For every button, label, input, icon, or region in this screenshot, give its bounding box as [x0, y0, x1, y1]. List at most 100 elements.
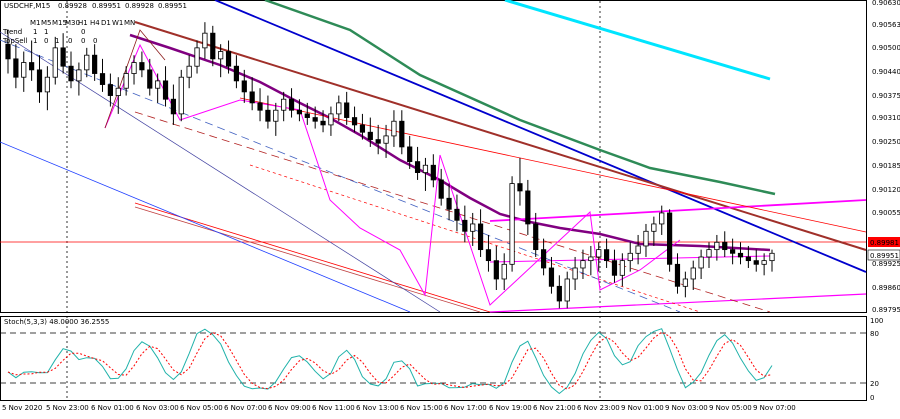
- stoch-plot-frame: [0, 316, 867, 401]
- tf-row2-cell: 0: [68, 37, 72, 45]
- candle-body: [477, 223, 484, 251]
- time-axis-label: 6 Nov 01:00: [91, 404, 134, 412]
- candle-body: [509, 183, 515, 265]
- tf-header[interactable]: M15: [52, 19, 67, 27]
- time-axis-label: 9 Nov 05:00: [709, 404, 752, 412]
- low-value: 0.89928: [125, 2, 154, 10]
- candle-body: [588, 256, 594, 262]
- tf-header[interactable]: D1: [101, 19, 111, 27]
- candle-body: [540, 249, 547, 269]
- candle-body: [454, 208, 460, 221]
- symbol-label: USDCHF,M15: [4, 2, 50, 10]
- cyan-ma-line: [504, 0, 771, 81]
- candle-body: [178, 76, 184, 115]
- candle-body: [611, 260, 618, 276]
- red-dashed-low: [249, 164, 701, 313]
- time-axis-label: 6 Nov 23:00: [577, 404, 620, 412]
- blue-channel-lower: [0, 141, 411, 313]
- stoch-axis: 100 80 20 0: [870, 317, 883, 402]
- candle-body: [147, 69, 153, 89]
- candle-body: [399, 120, 405, 148]
- candle-body: [706, 249, 712, 258]
- price-axis-label: 0.90310: [872, 114, 900, 122]
- time-axis-label: 6 Nov 07:00: [224, 404, 267, 412]
- tf-header[interactable]: M5: [41, 19, 52, 27]
- candle-body: [422, 164, 429, 173]
- open-value: 0.89928: [58, 2, 87, 10]
- price-axis-label: 0.90375: [872, 92, 900, 100]
- candle-body: [233, 65, 240, 82]
- candle-body: [769, 252, 775, 262]
- candle-body: [359, 124, 366, 133]
- tf-header[interactable]: M30: [65, 19, 80, 27]
- price-axis-label: 0.90055: [872, 209, 900, 217]
- highlight-price-bg: [868, 237, 900, 247]
- candle-body: [572, 267, 578, 280]
- tf-row1-cell: 1: [44, 28, 48, 36]
- tf-header[interactable]: M1: [30, 19, 41, 27]
- time-axis-label: 9 Nov 07:00: [753, 404, 796, 412]
- stoch-axis-label: 20: [870, 380, 879, 388]
- candle-body: [635, 245, 641, 254]
- candle-body: [296, 109, 303, 115]
- time-axis-label: 6 Nov 03:00: [136, 404, 179, 412]
- time-axis-label: 6 Nov 05:00: [180, 404, 223, 412]
- highlight-price-label: 0.89981: [870, 239, 899, 247]
- candle-body: [753, 260, 759, 265]
- candle-body: [336, 102, 342, 115]
- tf-row2-cell: 1: [33, 37, 37, 45]
- candle-body: [210, 32, 216, 60]
- candle-body: [351, 117, 358, 126]
- candle-body: [556, 285, 562, 302]
- candle-body: [580, 260, 586, 269]
- candle-body: [186, 65, 192, 78]
- green-ma-line: [264, 0, 776, 196]
- candle-body: [107, 84, 113, 96]
- time-axis-label: 6 Nov 09:00: [268, 404, 311, 412]
- candle-body: [761, 260, 767, 265]
- candle-body: [52, 47, 58, 78]
- candle-body: [304, 113, 310, 118]
- candle-body: [225, 51, 232, 67]
- magenta-channel-lower: [489, 293, 867, 313]
- candle-body: [525, 190, 531, 225]
- candle-body: [375, 139, 381, 144]
- candle-body: [391, 120, 397, 137]
- candle-body: [745, 256, 751, 262]
- stochastic-lines: [0, 328, 866, 395]
- candle-body: [265, 109, 271, 122]
- price-axis-label: 0.89925: [872, 260, 900, 268]
- price-axis-label: 0.90500: [872, 44, 900, 52]
- tf-header[interactable]: W1: [112, 19, 123, 27]
- candle-body: [312, 117, 318, 122]
- candle-body: [438, 179, 444, 199]
- candle-body: [682, 278, 688, 287]
- candle-body: [430, 164, 436, 181]
- candle-body: [84, 54, 90, 71]
- candle-body: [485, 249, 492, 262]
- candle-body: [730, 249, 736, 254]
- candle-body: [596, 249, 602, 258]
- magenta-channel-upper: [489, 199, 867, 222]
- candle-body: [414, 161, 421, 173]
- candle-body: [202, 32, 208, 49]
- candle-body: [170, 98, 177, 115]
- tf-header[interactable]: MN: [124, 19, 135, 27]
- time-axis-label: 9 Nov 03:00: [665, 404, 708, 412]
- time-axis-label: 6 Nov 15:00: [400, 404, 443, 412]
- candle-body: [493, 260, 499, 280]
- candle-body: [462, 219, 468, 232]
- time-axis-label: 5 Nov 2020: [2, 404, 42, 412]
- candle-body: [273, 109, 279, 122]
- candle-body: [123, 73, 129, 89]
- candle-body: [76, 69, 82, 82]
- tf-header[interactable]: H4: [90, 19, 100, 27]
- time-axis-label: 6 Nov 21:00: [533, 404, 576, 412]
- stoch-indicator-label: Stoch(5,3,3) 48.0000 36.2555: [4, 318, 109, 326]
- time-axis: 5 Nov 2020 5 Nov 23:00 6 Nov 01:00 6 Nov 03…: [2, 404, 796, 412]
- candle-body: [667, 212, 673, 265]
- candle-body: [407, 146, 413, 162]
- tf-header[interactable]: H1: [78, 19, 88, 27]
